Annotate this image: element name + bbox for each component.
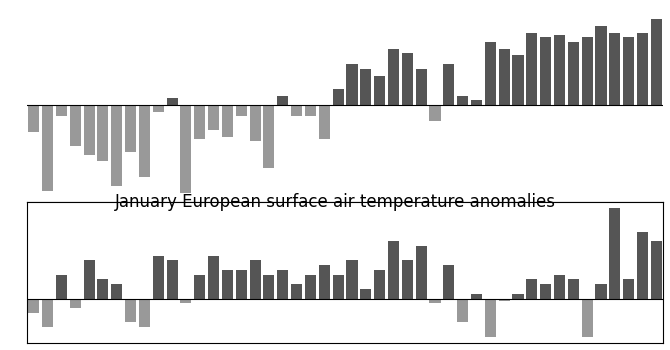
Bar [222, 105, 233, 136]
Bar [651, 19, 662, 105]
Bar [346, 260, 358, 299]
Bar [596, 284, 606, 299]
Bar [374, 270, 385, 299]
Bar [97, 105, 109, 161]
Bar [42, 105, 53, 191]
Bar [540, 284, 551, 299]
Bar [97, 280, 109, 299]
Bar [637, 33, 648, 105]
Bar [84, 105, 94, 155]
Bar [485, 42, 496, 105]
Bar [582, 299, 593, 337]
Bar [471, 294, 482, 299]
Bar [277, 96, 288, 105]
Bar [56, 105, 67, 116]
Bar [125, 299, 136, 322]
Bar [444, 265, 454, 299]
Bar [429, 299, 440, 303]
Bar [167, 260, 178, 299]
Bar [332, 275, 344, 299]
Bar [125, 105, 136, 152]
Text: January European surface air temperature anomalies: January European surface air temperature… [115, 193, 555, 211]
Bar [498, 299, 510, 301]
Bar [609, 208, 620, 299]
Bar [623, 37, 634, 105]
Bar [84, 260, 94, 299]
Bar [42, 299, 53, 327]
Bar [263, 105, 275, 168]
Bar [415, 246, 427, 299]
Bar [513, 55, 523, 105]
Bar [471, 100, 482, 105]
Bar [194, 275, 205, 299]
Bar [429, 105, 440, 121]
Bar [305, 105, 316, 116]
Bar [263, 275, 275, 299]
Bar [527, 33, 537, 105]
Bar [651, 241, 662, 299]
Bar [554, 275, 565, 299]
Bar [250, 105, 261, 141]
Bar [568, 42, 579, 105]
Bar [28, 105, 40, 132]
Bar [139, 105, 150, 177]
Bar [346, 64, 358, 105]
Bar [457, 299, 468, 322]
Bar [291, 105, 302, 116]
Bar [180, 299, 192, 303]
Bar [194, 105, 205, 139]
Bar [568, 280, 579, 299]
Bar [360, 69, 371, 105]
Bar [388, 49, 399, 105]
Bar [70, 299, 81, 308]
Bar [374, 76, 385, 105]
Bar [554, 35, 565, 105]
Bar [236, 270, 247, 299]
Bar [540, 37, 551, 105]
Bar [513, 294, 523, 299]
Bar [319, 105, 330, 139]
Bar [527, 280, 537, 299]
Bar [153, 105, 163, 112]
Bar [402, 53, 413, 105]
Bar [637, 232, 648, 299]
Bar [609, 33, 620, 105]
Bar [485, 299, 496, 337]
Bar [222, 270, 233, 299]
Bar [319, 265, 330, 299]
Bar [582, 37, 593, 105]
Bar [402, 260, 413, 299]
Bar [167, 98, 178, 105]
Bar [111, 284, 122, 299]
Bar [153, 256, 163, 299]
Bar [444, 64, 454, 105]
Bar [457, 96, 468, 105]
Bar [111, 105, 122, 186]
Bar [28, 299, 40, 313]
Bar [415, 69, 427, 105]
Bar [208, 256, 219, 299]
Bar [360, 289, 371, 299]
Bar [623, 280, 634, 299]
Bar [596, 26, 606, 105]
Bar [388, 241, 399, 299]
Bar [277, 270, 288, 299]
Bar [236, 105, 247, 116]
Bar [291, 284, 302, 299]
Bar [70, 105, 81, 146]
Bar [305, 275, 316, 299]
Bar [208, 105, 219, 130]
Bar [139, 299, 150, 327]
Bar [180, 105, 192, 193]
Bar [250, 260, 261, 299]
Bar [56, 275, 67, 299]
Bar [498, 49, 510, 105]
Bar [332, 89, 344, 105]
